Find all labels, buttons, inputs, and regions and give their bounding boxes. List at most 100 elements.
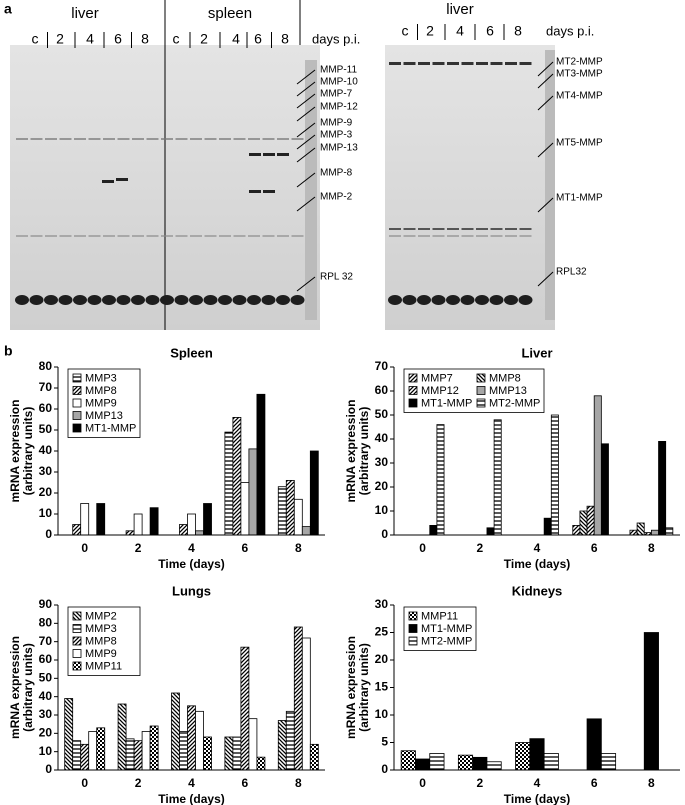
x-axis-label: Time (days) <box>158 792 224 805</box>
gel-band <box>476 62 488 65</box>
y-tick-label: 20 <box>375 479 389 493</box>
gel-band <box>103 138 115 140</box>
gel-band <box>418 235 430 237</box>
gel-band <box>431 295 446 305</box>
gel-band <box>432 235 445 237</box>
legend-swatch <box>72 398 82 408</box>
gel-band <box>418 228 430 230</box>
gel-band <box>103 235 115 237</box>
gel-band <box>88 235 101 237</box>
marker-pointer <box>296 172 316 188</box>
marker-pointer <box>296 196 316 212</box>
gel-band <box>475 295 489 305</box>
x-axis-label: Time (days) <box>504 557 570 571</box>
bar <box>256 393 266 536</box>
y-axis-label: (arbitrary units) <box>357 643 371 732</box>
gel-band <box>233 235 246 237</box>
bar <box>293 626 303 771</box>
y-tick-label: 70 <box>375 359 389 373</box>
x-tick-label: 0 <box>81 776 88 790</box>
bar <box>171 692 180 771</box>
bar <box>203 503 212 536</box>
gel-band <box>45 235 57 237</box>
marker-pointer <box>537 73 554 89</box>
chart-title: Kidneys <box>512 583 563 598</box>
bar <box>232 736 242 771</box>
x-tick-label: 6 <box>242 776 249 790</box>
y-tick-label: 25 <box>375 625 389 639</box>
gel-bands <box>15 50 555 320</box>
x-tick-label: 2 <box>135 541 142 555</box>
x-tick-label: 0 <box>419 776 426 790</box>
legend-label: MMP2 <box>85 610 117 622</box>
legend-label: MMP9 <box>85 397 117 409</box>
gel-marker-label: RPL 32 <box>320 272 353 283</box>
y-tick-label: 0 <box>45 527 52 541</box>
x-tick-label: 2 <box>476 541 483 555</box>
bar <box>486 761 502 771</box>
y-tick-label: 90 <box>39 597 53 611</box>
gel-band <box>446 295 460 305</box>
gel-marker-label: MMP-8 <box>320 168 353 179</box>
gel-band <box>261 295 276 305</box>
y-tick-label: 60 <box>39 401 53 415</box>
gel-lane-label: 8 <box>281 31 289 47</box>
x-axis-label: Time (days) <box>158 557 224 571</box>
gel-band <box>232 295 247 305</box>
legend-label: MMP12 <box>421 385 459 397</box>
gel-marker-label: MT3-MMP <box>556 69 603 80</box>
y-tick-label: 0 <box>45 762 52 776</box>
bar <box>203 736 212 771</box>
gel-band <box>146 138 159 140</box>
gel-marker-label: MMP-13 <box>320 143 358 154</box>
x-tick-label: 6 <box>591 776 598 790</box>
gel-band <box>461 62 474 65</box>
marker-pointer <box>296 134 316 150</box>
chart-title: Spleen <box>170 345 213 360</box>
gel-band <box>219 235 231 237</box>
gel-band <box>59 235 72 237</box>
marker-pointer <box>296 106 316 122</box>
bar <box>224 431 234 536</box>
gel-band <box>175 235 188 237</box>
gel-band <box>204 138 217 140</box>
bar <box>117 703 127 771</box>
legend-label: MT1-MMP <box>421 623 472 635</box>
y-tick-label: 15 <box>375 680 389 694</box>
bar <box>96 727 106 771</box>
gel-band <box>402 295 417 305</box>
gel-axis-label: days p.i. <box>546 23 594 38</box>
bar <box>141 731 151 771</box>
bar <box>301 637 311 771</box>
gel-band <box>417 295 431 305</box>
gel-marker-label: MMP-7 <box>320 89 353 100</box>
gel-marker-label: MMP-9 <box>320 118 353 129</box>
gel-band <box>249 190 261 193</box>
x-axis-label: Time (days) <box>504 792 570 805</box>
y-tick-label: 10 <box>375 707 389 721</box>
x-tick-label: 4 <box>188 541 195 555</box>
gel-band <box>389 228 401 230</box>
bar <box>309 743 319 771</box>
bar <box>72 524 82 536</box>
legend-swatch <box>72 636 82 646</box>
gel-lane-label: 4 <box>86 31 94 47</box>
gel-band <box>160 295 174 305</box>
marker-pointer <box>296 93 316 109</box>
gel-marker-label: MT4-MMP <box>556 91 603 102</box>
gel-lane-label: c <box>173 31 180 47</box>
y-tick-label: 20 <box>39 485 53 499</box>
gel-lane-label: c <box>402 23 409 39</box>
marker-pointer <box>537 271 554 287</box>
gel-band <box>291 138 304 140</box>
y-axis-label: (arbitrary units) <box>21 407 35 496</box>
gel-band <box>73 295 87 305</box>
legend-label: MMP13 <box>85 410 123 422</box>
gel-band <box>518 295 533 305</box>
legend-label: MMP7 <box>421 372 453 384</box>
gel-band <box>233 138 246 140</box>
gel-image <box>385 45 555 330</box>
marker-pointer <box>537 197 554 213</box>
marker-pointer <box>296 69 316 85</box>
gel-band <box>204 235 217 237</box>
